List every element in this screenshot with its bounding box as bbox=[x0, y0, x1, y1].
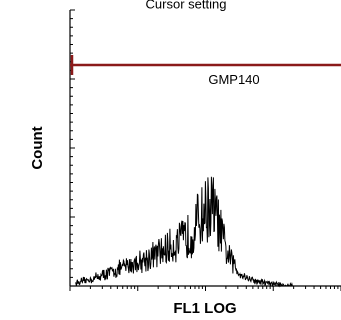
x-ticks bbox=[69, 286, 341, 291]
gate-label: GMP140 bbox=[208, 72, 259, 87]
y-axis-label: Count bbox=[29, 126, 46, 169]
axes bbox=[69, 10, 341, 287]
chart-title: Cursor setting bbox=[146, 0, 227, 12]
histogram-trace bbox=[74, 176, 294, 288]
gate-marker[interactable]: GMP140 bbox=[70, 54, 341, 87]
histogram-series bbox=[74, 176, 294, 288]
y-ticks bbox=[70, 9, 75, 287]
x-axis-label: FL1 LOG bbox=[173, 300, 236, 317]
